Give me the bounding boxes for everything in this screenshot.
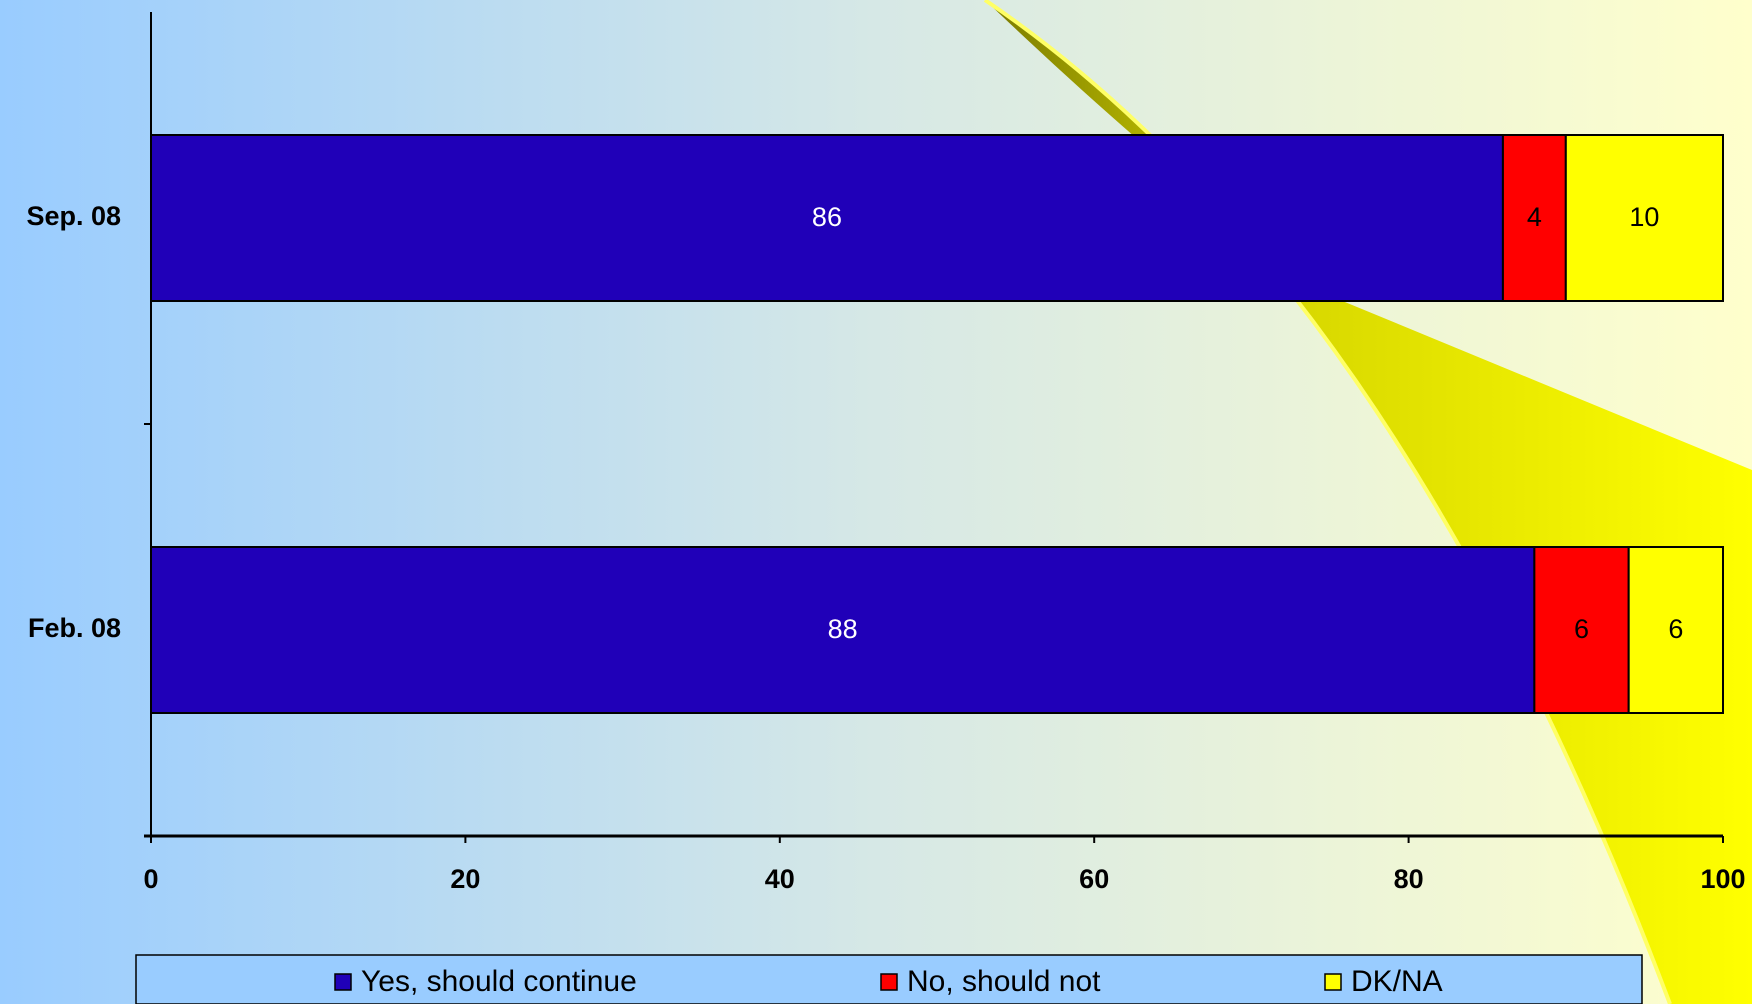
legend-label: Yes, should continue [361,965,637,998]
bar-segment [1533,546,1630,714]
legend-swatch [334,973,352,991]
bar-segment [150,134,1504,302]
data-label: 10 [1629,202,1659,232]
data-label: 6 [1668,614,1683,644]
legend-swatch [880,973,898,991]
data-label: 86 [812,202,842,232]
category-label: Feb. 08 [28,613,121,643]
x-tick-label: 0 [143,864,158,894]
x-tick-label: 100 [1700,864,1745,894]
decoration-swoosh [985,0,1752,1004]
data-label: 6 [1574,614,1589,644]
bar-segment [1501,134,1567,302]
data-label: 88 [828,614,858,644]
bar-segment [150,546,1536,714]
x-tick-label: 40 [765,864,795,894]
category-label: Sep. 08 [26,201,121,231]
legend-label: No, should not [907,965,1101,998]
x-tick-label: 60 [1079,864,1109,894]
bar-segment [1564,134,1725,302]
decoration-edge [983,0,1672,1004]
x-tick-label: 20 [450,864,480,894]
x-tick-label: 80 [1394,864,1424,894]
bar-segment [1627,546,1725,714]
legend-swatch [1324,973,1342,991]
legend-label: DK/NA [1351,965,1443,998]
data-label: 4 [1527,202,1542,232]
